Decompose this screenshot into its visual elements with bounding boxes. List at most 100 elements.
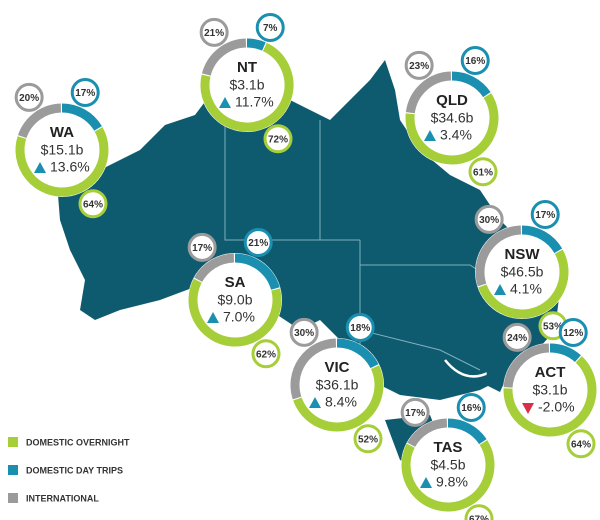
donut-segment [521, 225, 563, 254]
donuts: NT$3.1b11.7%72%7%21%QLD$34.6b3.4%61%16%2… [14, 13, 597, 520]
region-name: SA [225, 274, 246, 291]
region-name: NSW [505, 246, 541, 263]
region-spend: $36.1b [316, 377, 359, 393]
region-growth: 4.1% [510, 281, 542, 297]
legend-label: DOMESTIC OVERNIGHT [26, 437, 130, 447]
share-badge [263, 124, 293, 154]
donut-segment [290, 338, 337, 400]
region-name: TAS [434, 439, 463, 456]
share-badge [468, 157, 498, 187]
region-spend: $9.0b [217, 292, 252, 308]
share-label: 67% [469, 514, 489, 520]
donut-segment [188, 278, 282, 347]
donut-segment [475, 225, 522, 287]
region-spend: $3.1b [229, 77, 264, 93]
region-name: WA [50, 124, 74, 141]
donut-face [405, 71, 499, 165]
legend: DOMESTIC OVERNIGHT DOMESTIC DAY TRIPS INTE… [8, 437, 130, 503]
region-growth: 7.0% [223, 309, 255, 325]
trend-arrow [494, 284, 506, 295]
trend-arrow [522, 403, 534, 414]
region-donut: NSW$46.5b4.1% 53% 17% 30% [474, 200, 569, 341]
share-label: 30% [294, 328, 314, 339]
share-label: 7% [263, 23, 278, 34]
donut-segment [336, 338, 379, 369]
share-badge [464, 504, 494, 520]
share-label: 64% [571, 439, 591, 450]
region-donut: TAS$4.5b9.8% 67% 16% 17% [400, 393, 495, 520]
share-label: 53% [543, 321, 563, 332]
share-badge [255, 13, 285, 43]
donut-face [15, 103, 109, 197]
share-badge [400, 397, 430, 427]
donut-segment [246, 38, 266, 51]
share-badge [187, 232, 217, 262]
trend-arrow [424, 130, 436, 141]
trend-arrow [420, 477, 432, 488]
share-badge [353, 424, 383, 454]
share-label: 16% [465, 56, 485, 67]
share-badge [502, 322, 532, 352]
share-badge [558, 318, 588, 348]
donut-face [290, 338, 384, 432]
share-badge [70, 78, 100, 108]
state-border [359, 329, 481, 371]
donut-segment [503, 356, 597, 437]
act-inset [486, 345, 510, 392]
share-label: 17% [192, 243, 212, 254]
region-name: VIC [324, 359, 349, 376]
donut-segment [194, 253, 235, 283]
share-badge [530, 200, 560, 230]
legend-swatch [8, 493, 18, 503]
region-donut: VIC$36.1b8.4% 52% 18% 30% [289, 313, 384, 454]
legend-label: INTERNATIONAL [26, 493, 99, 503]
region-spend: $4.5b [430, 457, 465, 473]
share-label: 12% [563, 328, 583, 339]
mainland [58, 60, 560, 400]
donut-segment [405, 93, 499, 165]
donut-segment [405, 71, 452, 114]
share-label: 17% [405, 408, 425, 419]
region-spend: $34.6b [431, 110, 474, 126]
share-label: 64% [83, 199, 103, 210]
share-badge [566, 429, 596, 459]
region-spend: $3.1b [532, 382, 567, 398]
donut-segment [407, 418, 448, 448]
trend-arrow [34, 162, 46, 173]
donut-segment [201, 38, 247, 76]
share-badge [345, 313, 375, 343]
region-growth: 11.7% [235, 94, 274, 110]
share-badge [289, 317, 319, 347]
donut-segment [15, 127, 109, 197]
share-label: 52% [358, 434, 378, 445]
share-badge [460, 46, 490, 76]
donut-segment [549, 343, 581, 363]
state-border [224, 110, 360, 241]
donut-segment [401, 440, 495, 512]
share-label: 17% [535, 210, 555, 221]
donut-face [200, 38, 294, 132]
region-growth: 8.4% [325, 394, 357, 410]
region-growth: 3.4% [440, 127, 472, 143]
share-label: 16% [461, 403, 481, 414]
trend-arrow [207, 312, 219, 323]
region-growth: 9.8% [436, 474, 468, 490]
share-label: 23% [409, 61, 429, 72]
share-badge [251, 339, 281, 369]
donut-segment [478, 249, 569, 319]
donut-face [188, 253, 282, 347]
share-label: 30% [479, 215, 499, 226]
donut-segment [61, 103, 102, 131]
donut-segment [17, 103, 62, 139]
region-growth: -2.0% [538, 399, 575, 415]
trend-arrow [309, 397, 321, 408]
region-spend: $46.5b [501, 264, 544, 280]
trend-arrow [219, 97, 231, 108]
share-badge [474, 204, 504, 234]
region-growth: 13.6% [50, 159, 90, 175]
region-name: NT [237, 59, 257, 76]
region-donut: ACT$3.1b-2.0% 64% 12% 24% [502, 318, 597, 459]
